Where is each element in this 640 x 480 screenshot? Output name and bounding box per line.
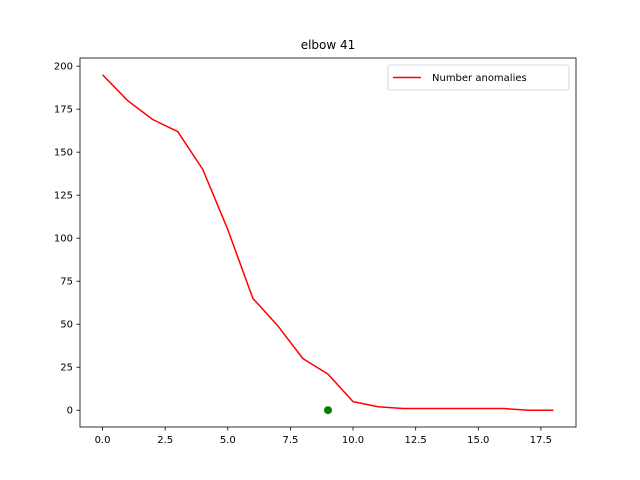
x-tick-label-7: 17.5 bbox=[530, 435, 552, 446]
legend-box bbox=[387, 64, 570, 91]
x-tick-label-0: 0.0 bbox=[95, 435, 111, 446]
x-tick-label-4: 10.0 bbox=[342, 435, 364, 446]
y-tick-label-3: 75 bbox=[60, 277, 73, 288]
y-tick-label-0: 0 bbox=[67, 406, 73, 417]
x-tick-label-2: 5.0 bbox=[220, 435, 236, 446]
plot-area: 0.0 2.5 5.0 7.5 10.0 12.5 15.0 17.5 0 25 50 75 100 12… bbox=[54, 57, 577, 446]
y-tick-label-4: 100 bbox=[54, 234, 73, 245]
chart-title: elbow 41 bbox=[301, 38, 356, 52]
elbow-marker-0 bbox=[324, 406, 332, 415]
y-tick-label-5: 125 bbox=[54, 191, 73, 202]
series-line-0 bbox=[102, 74, 554, 411]
y-tick-label-6: 150 bbox=[54, 148, 73, 159]
y-tick-label-7: 175 bbox=[54, 105, 73, 116]
x-tick-label-1: 2.5 bbox=[157, 435, 173, 446]
x-tick-label-3: 7.5 bbox=[282, 435, 298, 446]
y-tick-label-8: 200 bbox=[54, 62, 73, 73]
y-tick-label-2: 50 bbox=[60, 320, 73, 331]
legend-label-0: Number anomalies bbox=[432, 73, 527, 84]
x-tick-label-6: 15.0 bbox=[467, 435, 489, 446]
x-tick-label-5: 12.5 bbox=[405, 435, 427, 446]
y-tick-label-1: 25 bbox=[60, 363, 73, 374]
axes-frame bbox=[79, 57, 577, 428]
